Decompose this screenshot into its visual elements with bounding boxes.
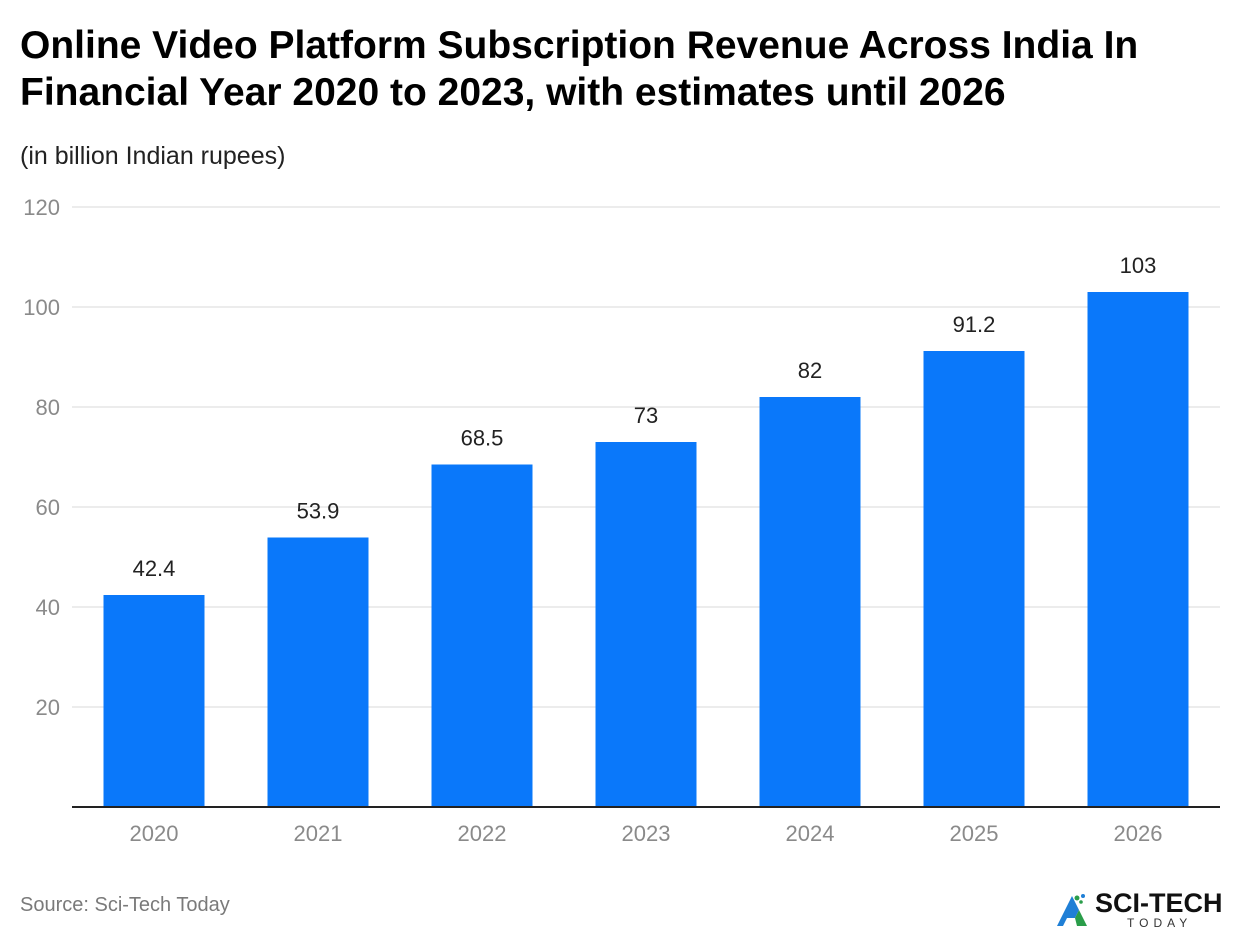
bar-value-label: 53.9 bbox=[297, 499, 340, 524]
logo-text: SCI-TECH bbox=[1095, 888, 1223, 918]
bar bbox=[431, 464, 533, 807]
x-tick-label: 2025 bbox=[950, 821, 999, 846]
bar-chart: 20 40 60 80 100 120 42.4 2020 53.9 2021 68.5 2022 73… bbox=[23, 195, 1220, 846]
bar bbox=[1087, 292, 1189, 807]
bar-value-label: 82 bbox=[798, 358, 822, 383]
x-tick-label: 2026 bbox=[1114, 821, 1163, 846]
x-tick-label: 2024 bbox=[786, 821, 835, 846]
y-tick-label: 80 bbox=[36, 395, 60, 420]
x-tick-label: 2022 bbox=[458, 821, 507, 846]
bar-value-label: 91.2 bbox=[953, 312, 996, 337]
y-tick-label: 120 bbox=[23, 195, 60, 220]
bar-value-label: 103 bbox=[1120, 253, 1157, 278]
bar bbox=[267, 537, 369, 807]
y-tick-label: 60 bbox=[36, 495, 60, 520]
x-tick-label: 2021 bbox=[294, 821, 343, 846]
bar-value-label: 73 bbox=[634, 403, 658, 428]
source-note: Source: Sci-Tech Today bbox=[20, 894, 230, 916]
bar bbox=[103, 595, 205, 807]
bar bbox=[923, 351, 1025, 807]
x-tick-label: 2020 bbox=[130, 821, 179, 846]
bar-value-label: 68.5 bbox=[461, 426, 504, 451]
bar-value-label: 42.4 bbox=[133, 556, 176, 581]
y-tick-label: 100 bbox=[23, 295, 60, 320]
chart-title: Online Video Platform Subscription Reven… bbox=[20, 24, 1139, 114]
chart-subtitle: (in billion Indian rupees) bbox=[20, 142, 286, 170]
y-tick-label: 20 bbox=[36, 695, 60, 720]
sci-tech-logo: SCI-TECH TODAY bbox=[1055, 888, 1230, 932]
bar bbox=[595, 442, 697, 807]
y-tick-label: 40 bbox=[36, 595, 60, 620]
logo-mark-icon bbox=[1057, 894, 1087, 926]
logo-subtext: TODAY bbox=[1127, 916, 1193, 930]
bar bbox=[759, 397, 861, 807]
x-tick-label: 2023 bbox=[622, 821, 671, 846]
